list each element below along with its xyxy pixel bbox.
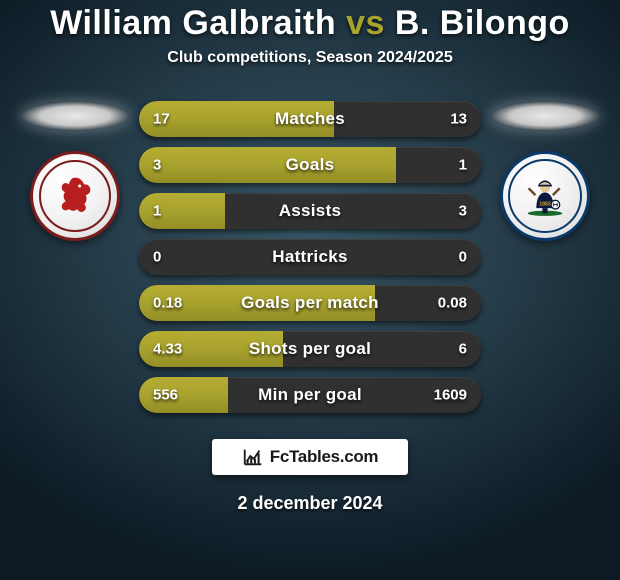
stat-row: 1 Assists 3 (139, 193, 481, 229)
crest-left-ring (39, 160, 111, 232)
club-crest-right: 1883 (500, 151, 590, 241)
stat-row: 556 Min per goal 1609 (139, 377, 481, 413)
stat-label: Shots per goal (249, 339, 371, 359)
stat-rows: 17 Matches 13 3 Goals 1 1 Assists 3 0 Hattricks 0 0.… (135, 101, 485, 413)
title-player2: B. Bilongo (395, 4, 570, 42)
stat-label: Min per goal (258, 385, 362, 405)
stat-value-left: 556 (153, 387, 178, 404)
stat-label: Matches (275, 109, 345, 129)
page-title: William Galbraith vs B. Bilongo (0, 4, 620, 43)
side-left (15, 101, 135, 241)
stat-row: 17 Matches 13 (139, 101, 481, 137)
stat-value-right: 13 (450, 111, 467, 128)
halo-left (20, 101, 130, 131)
stat-value-right: 0.08 (438, 295, 467, 312)
stat-label: Hattricks (272, 247, 347, 267)
subtitle: Club competitions, Season 2024/2025 (0, 49, 620, 67)
stat-label: Goals (286, 155, 335, 175)
stat-value-left: 1 (153, 203, 161, 220)
stat-value-left: 0 (153, 249, 161, 266)
stat-value-left: 3 (153, 157, 161, 174)
stat-row: 0 Hattricks 0 (139, 239, 481, 275)
main-row: 17 Matches 13 3 Goals 1 1 Assists 3 0 Hattricks 0 0.… (0, 101, 620, 413)
date-label: 2 december 2024 (0, 493, 620, 514)
stat-row-fill (139, 193, 225, 229)
stat-row: 4.33 Shots per goal 6 (139, 331, 481, 367)
halo-right (490, 101, 600, 131)
stat-value-right: 1609 (434, 387, 467, 404)
crest-right-ring (508, 159, 582, 233)
stat-label: Assists (279, 201, 342, 221)
content-wrap: William Galbraith vs B. Bilongo Club com… (0, 0, 620, 580)
stat-value-left: 17 (153, 111, 170, 128)
stat-row-fill (139, 147, 396, 183)
brand-text: FcTables.com (270, 447, 379, 467)
stat-value-left: 0.18 (153, 295, 182, 312)
side-right: 1883 (485, 101, 605, 241)
stat-label: Goals per match (241, 293, 379, 313)
stat-value-right: 0 (459, 249, 467, 266)
stat-value-right: 3 (459, 203, 467, 220)
stat-row: 3 Goals 1 (139, 147, 481, 183)
stat-value-left: 4.33 (153, 341, 182, 358)
stat-value-right: 1 (459, 157, 467, 174)
title-vs: vs (346, 4, 385, 42)
chart-icon (242, 446, 264, 468)
stat-value-right: 6 (459, 341, 467, 358)
title-player1: William Galbraith (50, 4, 336, 42)
club-crest-left (30, 151, 120, 241)
brand-badge: FcTables.com (212, 439, 408, 475)
stat-row: 0.18 Goals per match 0.08 (139, 285, 481, 321)
